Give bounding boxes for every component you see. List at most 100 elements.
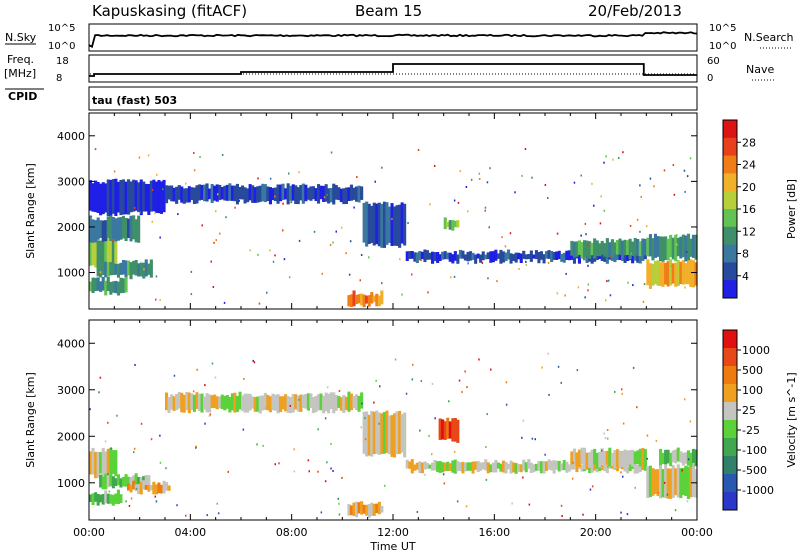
- heatmap-cell: [413, 464, 417, 471]
- heatmap-cell: [633, 238, 637, 255]
- heatmap-cell: [119, 180, 123, 216]
- heatmap-cell: [121, 278, 125, 293]
- scatter-echo: [521, 174, 523, 177]
- heatmap-cell: [370, 205, 374, 243]
- scatter-echo: [593, 204, 595, 207]
- heatmap-cell: [106, 262, 110, 277]
- heatmap-cell: [441, 251, 445, 260]
- scatter-echo: [360, 426, 362, 429]
- scatter-echo: [509, 232, 512, 235]
- scatter-echo: [134, 364, 136, 366]
- scatter-echo: [193, 169, 196, 172]
- heatmap-cell: [144, 259, 148, 277]
- scatter-echo: [525, 264, 527, 266]
- heatmap-cell: [408, 251, 412, 259]
- colorbar-title: Velocity [m s^-1]: [785, 372, 798, 467]
- scatter-echo: [609, 294, 612, 297]
- y-tick-label: 2000: [57, 430, 85, 443]
- scatter-echo: [431, 453, 433, 456]
- y-tick-label: 3000: [57, 175, 85, 188]
- scatter-echo: [211, 362, 214, 365]
- scatter-echo: [107, 421, 109, 424]
- heatmap-cell: [643, 238, 647, 256]
- heatmap-cell: [575, 452, 579, 467]
- heatmap-cell: [94, 277, 98, 292]
- scatter-echo: [605, 299, 607, 302]
- heatmap-cell: [208, 394, 212, 413]
- heatmap-cell: [332, 183, 336, 205]
- heatmap-cell: [218, 396, 222, 409]
- heatmap-cell: [251, 396, 255, 409]
- heatmap-cell: [215, 396, 219, 410]
- heatmap-cell: [187, 392, 191, 414]
- heatmap-cell: [400, 414, 404, 453]
- heatmap-cell: [139, 262, 143, 277]
- heatmap-cell: [223, 395, 227, 411]
- heatmap-cell: [681, 467, 685, 496]
- heatmap-cell: [276, 394, 280, 414]
- heatmap-cell: [562, 460, 566, 471]
- heatmap-cell: [182, 394, 186, 413]
- heatmap-cell: [291, 184, 295, 201]
- heatmap-cell: [377, 412, 381, 455]
- scatter-echo: [434, 417, 436, 420]
- scatter-echo: [412, 363, 414, 366]
- heatmap-cell: [669, 468, 673, 499]
- heatmap-cell: [306, 187, 310, 200]
- heatmap-cell: [577, 449, 581, 467]
- heatmap-cell: [628, 450, 632, 465]
- heatmap-cell: [684, 452, 688, 464]
- scatter-echo: [663, 481, 666, 484]
- scatter-echo: [219, 232, 221, 235]
- heatmap-cell: [527, 459, 531, 469]
- scatter-echo: [278, 462, 280, 465]
- heatmap-cell: [284, 394, 288, 412]
- velocity-colorbar: 1000 500 100 25 -25 -100 -500 -1000 Velocity [m …: [722, 329, 798, 511]
- heatmap-cell: [261, 183, 265, 202]
- heatmap-cell: [96, 217, 100, 240]
- heatmap-cell: [613, 450, 617, 469]
- heatmap-cell: [228, 397, 232, 413]
- colorbar-swatch: [723, 438, 737, 457]
- scatter-echo: [384, 484, 386, 487]
- heatmap-cell: [332, 392, 336, 414]
- heatmap-cell: [175, 186, 179, 204]
- heatmap-cell: [534, 463, 538, 471]
- heatmap-cell: [355, 186, 359, 202]
- x-axis-title: Time UT: [369, 540, 415, 553]
- heatmap-cell: [517, 252, 521, 260]
- heatmap-cell: [661, 452, 665, 464]
- heatmap-cell: [583, 240, 587, 258]
- heatmap-cell: [165, 185, 169, 204]
- heatmap-cell: [446, 252, 450, 260]
- scatter-echo: [140, 422, 143, 425]
- heatmap-cell: [580, 242, 584, 259]
- heatmap-cell: [471, 252, 475, 260]
- heatmap-cell: [393, 413, 397, 458]
- heatmap-cell: [570, 451, 574, 465]
- scatter-echo: [364, 438, 367, 441]
- heatmap-cell: [139, 482, 143, 495]
- scatter-echo: [338, 513, 341, 516]
- heatmap-cell: [96, 277, 100, 291]
- colorbar-tick-label: 28: [742, 136, 756, 149]
- scatter-echo: [330, 442, 332, 445]
- scatter-echo: [433, 165, 436, 167]
- scatter-echo: [622, 475, 624, 478]
- heatmap-cell: [104, 451, 108, 475]
- heatmap-cell: [324, 184, 328, 202]
- heatmap-cell: [276, 184, 280, 204]
- heatmap-cell: [111, 494, 115, 506]
- heatmap-cell: [147, 184, 151, 215]
- velocity-panel: 1000 2000 3000 4000 Slant Range [km] 00:00 04:…: [24, 319, 713, 539]
- scatter-echo: [288, 276, 291, 279]
- heatmap-cell: [651, 263, 655, 286]
- heatmap-cell: [664, 464, 668, 498]
- heatmap-cell: [684, 263, 688, 285]
- y-tick-label: 4000: [57, 130, 85, 143]
- heatmap-cell: [514, 252, 518, 263]
- heatmap-cell: [438, 461, 442, 473]
- scatter-echo: [105, 267, 107, 270]
- scatter-echo: [173, 374, 176, 377]
- scatter-echo: [634, 486, 636, 489]
